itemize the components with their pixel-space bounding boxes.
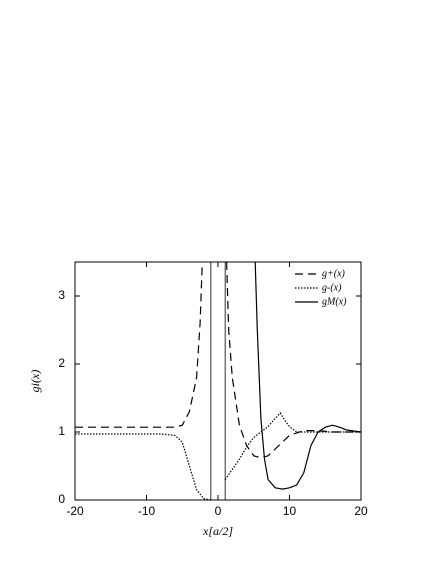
line-series xyxy=(75,262,361,459)
y-tick-label: 0 xyxy=(58,492,65,506)
x-tick-label: 10 xyxy=(283,504,297,518)
plot-frame xyxy=(74,261,362,501)
y-axis-label: gi(x) xyxy=(28,370,42,393)
legend-label: g+(x) xyxy=(322,268,346,279)
x-tick-label: 20 xyxy=(354,504,368,518)
x-tick-label: 0 xyxy=(215,504,222,518)
legend-label: gM(x) xyxy=(322,296,347,307)
x-tick-label: -20 xyxy=(66,504,84,518)
y-tick-label: 2 xyxy=(58,356,65,370)
y-tick-label: 3 xyxy=(58,288,65,302)
y-tick-label: 1 xyxy=(58,424,65,438)
line-series xyxy=(254,262,361,490)
x-axis-label: x[a/2] xyxy=(202,524,233,538)
legend-label: g-(x) xyxy=(322,282,342,293)
line-series xyxy=(75,412,361,500)
x-tick-label: -10 xyxy=(138,504,156,518)
